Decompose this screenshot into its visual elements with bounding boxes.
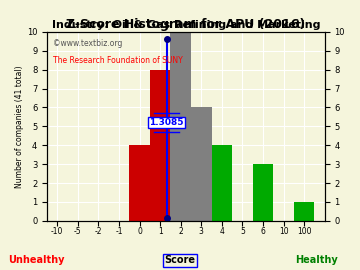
Bar <box>129 145 150 221</box>
Bar <box>212 145 232 221</box>
Bar <box>191 107 212 221</box>
Bar <box>150 70 170 221</box>
Text: Unhealthy: Unhealthy <box>8 255 64 265</box>
Title: Z-Score Histogram for APU (2016): Z-Score Histogram for APU (2016) <box>66 18 306 31</box>
Bar <box>170 32 191 221</box>
Text: The Research Foundation of SUNY: The Research Foundation of SUNY <box>53 56 182 65</box>
Y-axis label: Number of companies (41 total): Number of companies (41 total) <box>15 65 24 188</box>
Text: Industry: Oil & Gas Refining and Marketing: Industry: Oil & Gas Refining and Marketi… <box>51 20 320 30</box>
Text: Healthy: Healthy <box>296 255 338 265</box>
Text: ©www.textbiz.org: ©www.textbiz.org <box>53 39 122 48</box>
Text: Score: Score <box>165 255 195 265</box>
Text: 1.3085: 1.3085 <box>149 118 184 127</box>
Bar <box>253 164 273 221</box>
Bar <box>294 202 315 221</box>
